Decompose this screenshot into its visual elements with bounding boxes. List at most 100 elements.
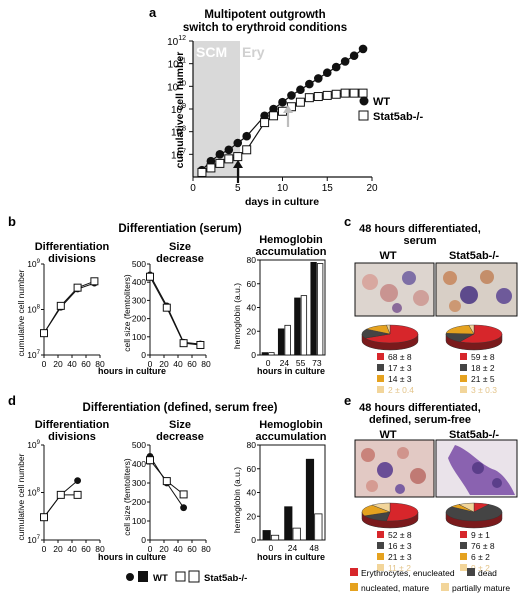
data-point-ko	[322, 90, 332, 100]
grey-arrow-icon	[283, 105, 293, 113]
bar-wt	[262, 530, 271, 541]
value-label: 16 ± 3	[388, 541, 412, 551]
data-point-ko	[233, 152, 243, 162]
y-tick-label: 0	[141, 535, 146, 545]
cell-shape	[377, 462, 393, 478]
data-point-ko	[260, 118, 270, 128]
data-point-ko	[331, 89, 341, 99]
value-label: 9 ± 1	[471, 530, 490, 540]
y-tick-label: 1010	[167, 80, 186, 93]
x-tick-label: 20	[159, 544, 169, 554]
legend-swatch	[377, 353, 384, 360]
panel-e-ko-micrograph	[435, 439, 518, 498]
b3-xlabel: hours in culture	[257, 366, 325, 376]
y-tick-label: 500	[132, 440, 146, 450]
cell-shape	[395, 484, 405, 494]
x-tick-label: 60	[187, 359, 197, 369]
y-tick-label: 400	[132, 277, 146, 287]
value-label: 2 ± 0.4	[388, 385, 414, 395]
x-tick-label: 60	[187, 544, 197, 554]
x-tick-label: 80	[95, 359, 105, 369]
legend-swatch	[460, 353, 467, 360]
legend-d-ko-square	[175, 571, 186, 582]
pie-c-wt	[361, 324, 419, 351]
pie-e-ko	[445, 502, 503, 529]
bar-ko	[284, 324, 291, 356]
y-tick-label: 108	[27, 305, 40, 315]
data-point-ko	[73, 490, 82, 499]
cell-shape	[460, 286, 478, 304]
y-tick-label: 0	[251, 535, 256, 545]
data-point-ko	[196, 340, 205, 349]
data-point-ko	[215, 158, 225, 168]
data-point-ko	[197, 167, 207, 177]
x-tick-label: 5	[235, 183, 241, 194]
data-point-ko	[340, 88, 350, 98]
pie-e-wt	[361, 502, 419, 529]
y-tick-label: 1011	[168, 58, 186, 71]
panel-e-letter: e	[344, 393, 351, 408]
bar-wt	[305, 458, 315, 541]
x-tick-label: 80	[201, 359, 211, 369]
panel-d-letter: d	[8, 393, 16, 408]
cell-shape	[392, 303, 402, 313]
panel-e-wt-label: WT	[379, 429, 396, 441]
data-point-ko	[358, 88, 368, 98]
y-tick-label: 60	[247, 279, 257, 289]
b1-title-line2: divisions	[48, 253, 96, 265]
pie-slice	[458, 502, 475, 513]
data-point-wt	[224, 145, 234, 155]
value-label: 76 ± 8	[471, 541, 495, 551]
data-point-wt	[74, 477, 81, 485]
pie-slice	[445, 324, 475, 335]
b2-ylabel: cell size (femtoliters)	[122, 274, 132, 352]
series-line-ko	[43, 280, 95, 334]
panel-a-title-line2: switch to erythroid conditions	[183, 22, 347, 34]
data-point-wt	[305, 79, 314, 89]
cell-shape	[480, 270, 494, 284]
cell-shape	[397, 447, 409, 459]
x-tick-label: 20	[366, 183, 378, 194]
data-point-wt	[287, 91, 296, 100]
legend-d-ko-bar	[188, 570, 200, 583]
y-tick-label: 100	[132, 516, 146, 526]
x-tick-label: 10	[277, 183, 289, 194]
pie-c-ko	[445, 324, 503, 351]
series-line-ko	[149, 276, 201, 346]
data-point-ko	[40, 513, 48, 522]
y-tick-label: 500	[132, 259, 146, 269]
d3-title-line1: Hemoglobin	[259, 419, 323, 431]
data-point-wt	[322, 68, 332, 78]
panel-c-wt-label: WT	[379, 250, 396, 262]
d1-title-line1: Differentiation	[35, 419, 110, 431]
cell-shape	[402, 271, 416, 285]
pie-slice	[459, 324, 503, 344]
bar-ko	[300, 295, 308, 356]
d1-chart: 0 20 40 60 80 107 108 109	[27, 440, 105, 554]
cell-shape	[443, 271, 457, 285]
panel-e-legend: Erythrocytes, enucleated dead nucleated,…	[350, 568, 510, 593]
x-tick-label: 40	[67, 359, 77, 369]
data-point-ko	[56, 301, 65, 310]
panel-c-title-line1: 48 hours differentiated,	[359, 223, 481, 235]
y-tick-label: 108	[171, 126, 186, 139]
legend-swatch	[460, 531, 467, 538]
legend-d-wt-label: WT	[153, 573, 168, 584]
legend-ery-label: Erythrocytes, enucleated	[361, 568, 455, 578]
cell-shape	[361, 448, 375, 462]
panel-c-ko-micrograph	[435, 262, 518, 317]
y-tick-label: 80	[247, 440, 257, 450]
legend-dead-label: dead	[478, 568, 497, 578]
legend-swatch	[377, 375, 384, 382]
data-point-ko	[56, 490, 65, 499]
legend-d-ko-label: Stat5ab-/-	[204, 573, 247, 584]
legend-ery-swatch	[350, 568, 358, 576]
series-line-wt	[43, 480, 78, 518]
d3-title-line2: accumulation	[256, 431, 327, 443]
x-tick-label: 40	[67, 544, 77, 554]
data-point-ko	[242, 145, 252, 155]
value-label: 21 ± 3	[388, 552, 412, 562]
x-tick-label: 60	[81, 544, 91, 554]
panel-a-ylabel: cumulative cell number	[174, 52, 186, 169]
x-tick-label: 20	[53, 544, 63, 554]
